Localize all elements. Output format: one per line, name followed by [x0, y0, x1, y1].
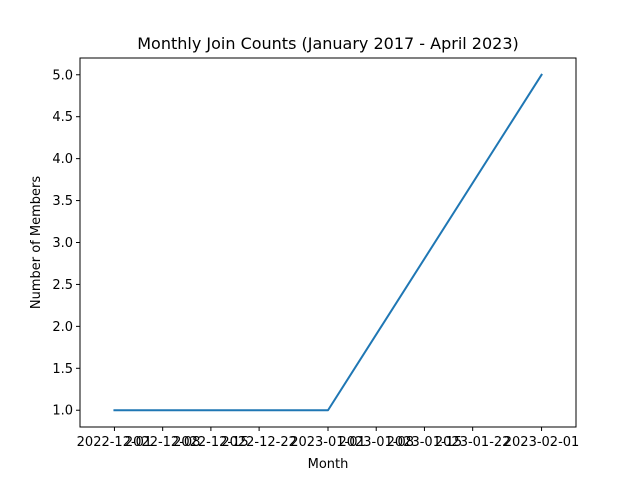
tick-layer: 1.01.52.02.53.03.54.04.55.02022-12-01202… [52, 68, 579, 450]
x-tick-label: 2022-12-15 [173, 435, 249, 450]
y-axis-title: Number of Members [29, 176, 44, 309]
y-tick-label: 3.5 [52, 194, 73, 209]
x-axis-title: Month [308, 457, 349, 472]
x-tick-label: 2023-02-01 [504, 435, 580, 450]
y-tick-label: 5.0 [52, 68, 73, 83]
plot-area-frame [79, 57, 577, 428]
y-tick-label: 1.5 [52, 362, 73, 377]
y-tick-label: 1.0 [52, 404, 73, 419]
x-tick-label: 2023-01-08 [338, 435, 414, 450]
chart-title: Monthly Join Counts (January 2017 - Apri… [137, 34, 519, 53]
y-tick-label: 2.5 [52, 278, 73, 293]
x-tick-label: 2022-12-01 [77, 435, 153, 450]
series-line-0 [113, 73, 543, 412]
series-layer [113, 73, 543, 412]
x-tick-label: 2023-01-01 [290, 435, 366, 450]
y-tick-label: 4.0 [52, 152, 73, 167]
y-tick-label: 4.5 [52, 110, 73, 125]
x-tick-label: 2022-12-22 [221, 435, 297, 450]
x-tick-label: 2023-01-22 [435, 435, 511, 450]
x-tick-label: 2022-12-08 [125, 435, 201, 450]
x-tick-label: 2023-01-15 [387, 435, 463, 450]
y-tick-label: 3.0 [52, 236, 73, 251]
y-tick-label: 2.0 [52, 320, 73, 335]
